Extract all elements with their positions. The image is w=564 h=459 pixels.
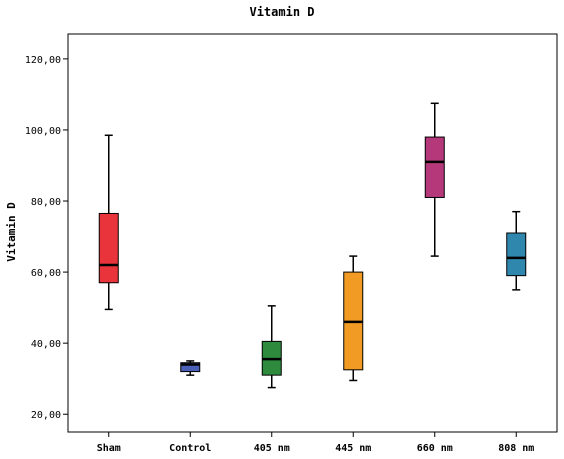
y-tick-label: 80,00 xyxy=(31,197,61,208)
y-axis: 20,00 40,00 60,00 80,00 100,00 120,00 xyxy=(25,55,68,421)
x-axis: Sham Control 405 nm 445 nm 660 nm 808 nm xyxy=(97,432,534,454)
box-sham xyxy=(98,134,119,311)
y-tick-label: 120,00 xyxy=(25,55,61,66)
iqr-box xyxy=(424,136,445,198)
box-405-nm xyxy=(261,305,282,389)
y-tick-label: 20,00 xyxy=(31,410,61,421)
x-tick-label: 660 nm xyxy=(417,443,453,454)
y-tick-label: 100,00 xyxy=(25,126,61,137)
y-tick-label: 60,00 xyxy=(31,268,61,279)
x-tick-label: 405 nm xyxy=(254,443,290,454)
box-control xyxy=(180,360,201,376)
box-series xyxy=(98,102,527,389)
iqr-box xyxy=(506,232,527,277)
x-tick-label: 445 nm xyxy=(335,443,371,454)
iqr-box xyxy=(180,362,201,373)
box-808-nm xyxy=(506,210,527,291)
x-tick-label: Control xyxy=(169,443,211,454)
plot-area xyxy=(67,33,558,433)
iqr-box xyxy=(98,212,119,284)
y-tick-label: 40,00 xyxy=(31,339,61,350)
box-445-nm xyxy=(343,255,364,382)
chart-title: Vitamin D xyxy=(249,5,314,19)
x-tick-label: Sham xyxy=(97,443,121,454)
y-axis-label: Vitamin D xyxy=(5,202,18,262)
x-tick-label: 808 nm xyxy=(498,443,534,454)
box-660-nm xyxy=(424,102,445,257)
